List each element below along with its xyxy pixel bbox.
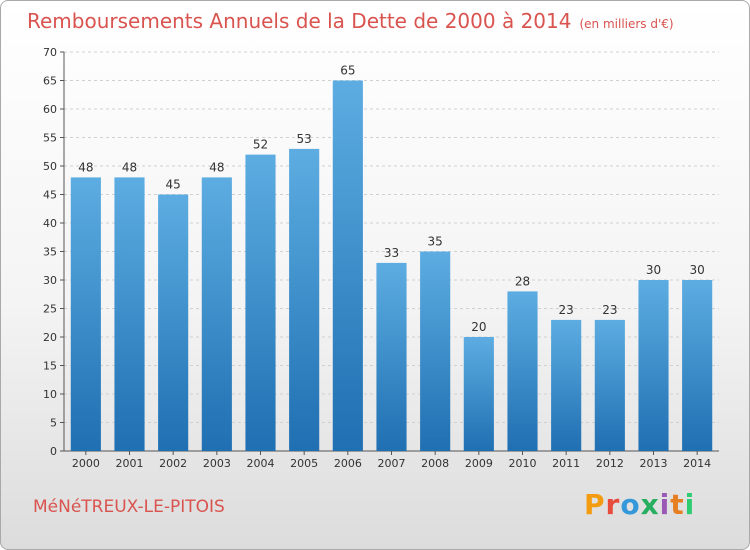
bar [420, 251, 451, 451]
bar [551, 319, 582, 451]
logo-letter: P [584, 488, 606, 521]
chart-unit: (en milliers d'€) [579, 17, 674, 31]
bar [201, 177, 232, 451]
data-label: 35 [428, 235, 443, 249]
x-tick-label: 2014 [683, 457, 711, 470]
data-label: 45 [166, 178, 181, 192]
logo-letter: o [620, 488, 641, 521]
data-label: 52 [253, 138, 268, 152]
y-tick-label: 20 [43, 331, 57, 344]
y-tick-label: 45 [43, 189, 57, 202]
bar [507, 291, 538, 451]
data-label: 48 [78, 160, 93, 174]
commune-name: MéNéTREUX-LE-PITOIS [33, 497, 225, 517]
proxiti-logo: Proxiti [584, 488, 695, 521]
data-label: 30 [690, 263, 705, 277]
bar [332, 80, 363, 451]
data-label: 20 [471, 320, 486, 334]
bar [463, 337, 494, 451]
logo-letter: i [659, 488, 671, 521]
data-label: 65 [340, 64, 355, 78]
x-tick-label: 2009 [465, 457, 493, 470]
x-tick-label: 2008 [421, 457, 449, 470]
bar [158, 194, 189, 451]
y-tick-label: 70 [43, 46, 57, 59]
data-label: 23 [602, 303, 617, 317]
bar [245, 154, 276, 451]
x-tick-label: 2007 [378, 457, 406, 470]
logo-letter: i [684, 488, 696, 521]
data-label: 53 [297, 132, 312, 146]
x-tick-label: 2012 [596, 457, 624, 470]
y-tick-label: 55 [43, 132, 57, 145]
logo-letter: t [670, 488, 685, 521]
y-tick-label: 5 [50, 417, 57, 430]
x-tick-label: 2004 [247, 457, 275, 470]
y-tick-label: 15 [43, 360, 57, 373]
x-tick-label: 2013 [640, 457, 668, 470]
bar [114, 177, 145, 451]
data-labels: 48 48 45 48 52 53 65 33 35 20 28 23 23 30 30 [78, 64, 705, 335]
x-tick-label: 2011 [552, 457, 580, 470]
logo-letter: x [640, 488, 660, 521]
bar [289, 148, 320, 451]
logo-letter: r [605, 488, 621, 521]
y-tick-label: 25 [43, 303, 57, 316]
y-tick-label: 50 [43, 160, 57, 173]
x-tick-label: 2003 [203, 457, 231, 470]
y-tick-label: 30 [43, 274, 57, 287]
data-label: 28 [515, 274, 530, 288]
data-label: 33 [384, 246, 399, 260]
y-tick-label: 0 [50, 445, 57, 458]
y-tick-label: 60 [43, 103, 57, 116]
y-tick-label: 65 [43, 75, 57, 88]
x-tick-label: 2000 [72, 457, 100, 470]
data-label: 48 [122, 160, 137, 174]
y-tick-label: 40 [43, 217, 57, 230]
bar [638, 280, 669, 451]
bars [70, 80, 713, 451]
x-tick-label: 2010 [509, 457, 537, 470]
y-tick-label: 35 [43, 246, 57, 259]
bar [682, 280, 713, 451]
bar [594, 319, 625, 451]
chart-title-text: Remboursements Annuels de la Dette de 20… [27, 9, 572, 33]
x-tick-label: 2005 [290, 457, 318, 470]
y-tick-label: 10 [43, 388, 57, 401]
x-tick-label: 2001 [116, 457, 144, 470]
data-label: 48 [209, 160, 224, 174]
x-tick-label: 2006 [334, 457, 362, 470]
bar [376, 262, 407, 451]
axes: 0 5 10 15 20 25 30 35 40 45 50 55 60 65 70 2000 2001 2002… [43, 46, 719, 470]
bar [70, 177, 101, 451]
data-label: 30 [646, 263, 661, 277]
chart-title: Remboursements Annuels de la Dette de 20… [27, 9, 674, 33]
data-label: 23 [559, 303, 574, 317]
x-tick-label: 2002 [159, 457, 187, 470]
